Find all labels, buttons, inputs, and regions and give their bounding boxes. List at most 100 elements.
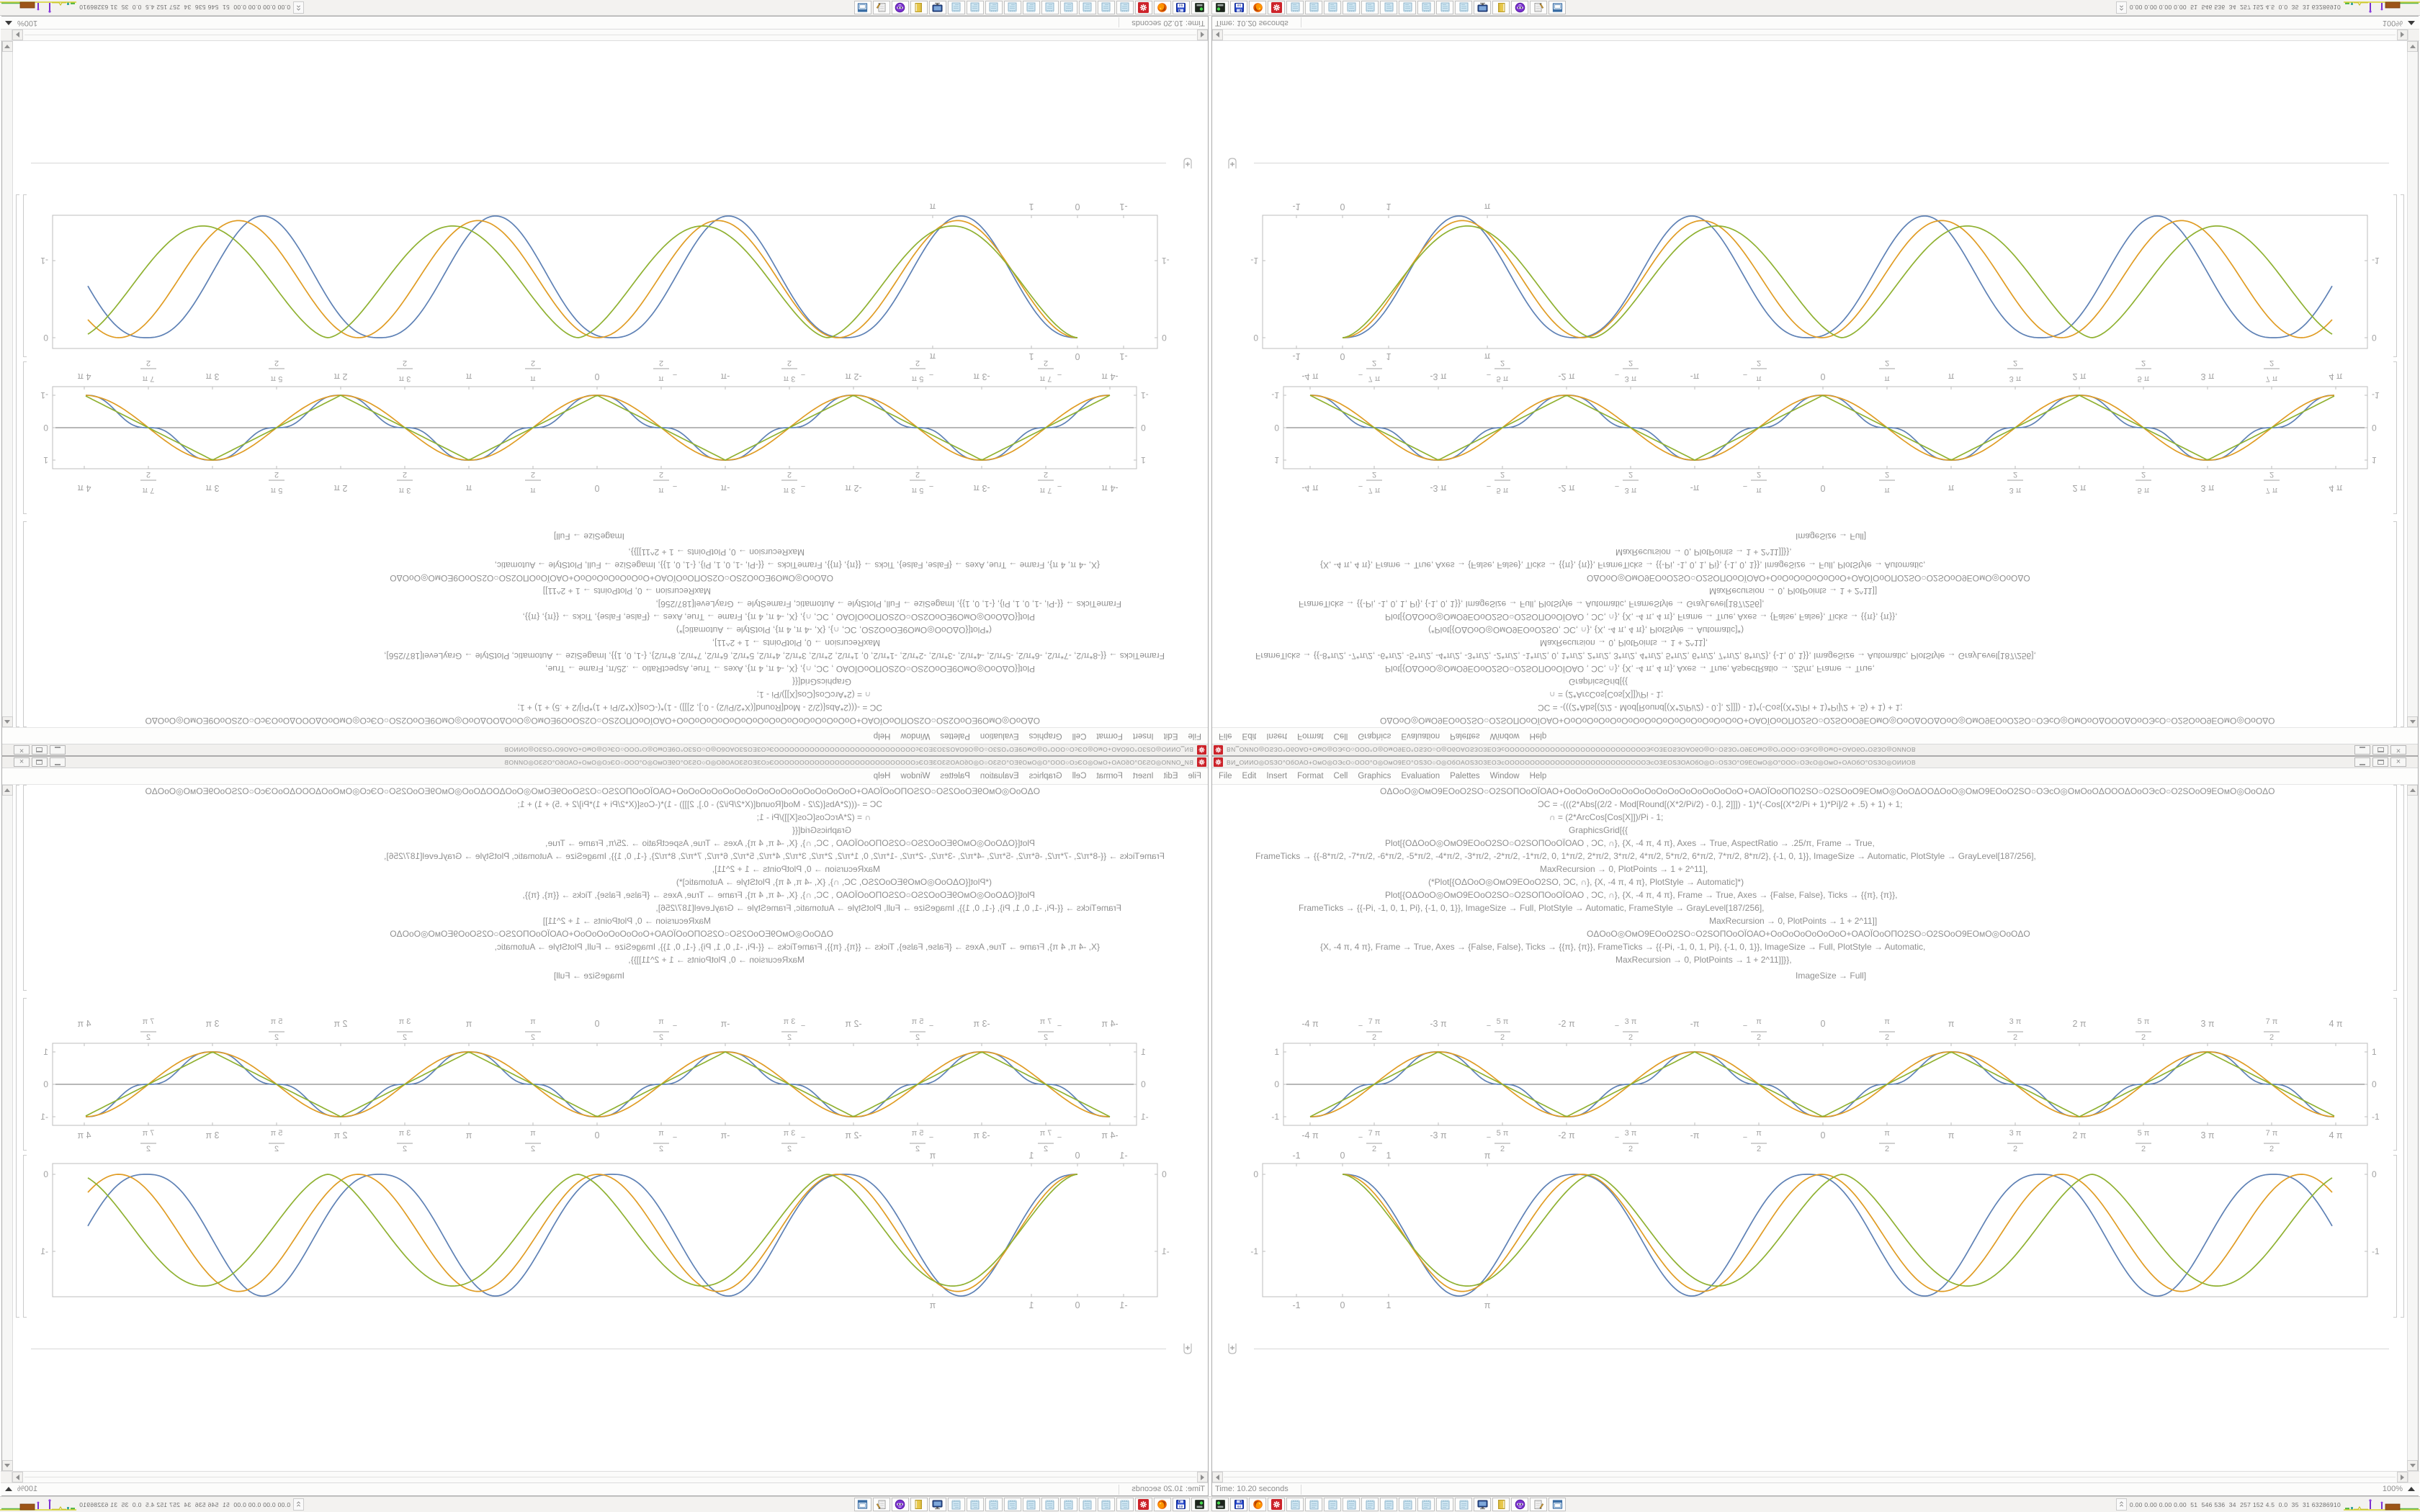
taskbar-button-monitor[interactable] <box>929 1498 946 1511</box>
close-button[interactable]: × <box>14 745 30 755</box>
menu-item-evaluation[interactable]: Evaluation <box>1401 772 1440 780</box>
taskbar-button-firefox[interactable] <box>1249 1 1266 14</box>
maximize-button[interactable] <box>2372 757 2388 767</box>
minimize-button[interactable] <box>50 745 66 755</box>
window-titlebar[interactable]: ВИ‗ОИИО◎ОЅЗО°ОбОАО+ОмО◎ОЭсО○ООО°О◎ОмО9ЕО… <box>1212 744 2418 755</box>
menu-item-insert[interactable]: Insert <box>1132 772 1154 780</box>
menu-item-format[interactable]: Format <box>1096 772 1123 780</box>
code-line-10[interactable]: FrameTicks → {{-Pi, -1, 0, 1, Pi}, {-1, … <box>655 599 1122 609</box>
menu-item-file[interactable]: File <box>1219 772 1232 780</box>
taskbar-button-notepad[interactable] <box>967 1498 984 1511</box>
taskbar-button-notepad[interactable] <box>1098 1498 1115 1511</box>
scroll-left-button[interactable] <box>1212 30 1223 40</box>
menu-item-insert[interactable]: Insert <box>1132 732 1154 740</box>
close-button[interactable]: × <box>14 757 30 767</box>
code-line-13[interactable]: {X, -4 π, 4 π}, Frame → True, Axes → {Fa… <box>1320 560 1926 570</box>
code-line-7[interactable]: MaxRecursion → 0, PlotPoints → 1 + 2^11]… <box>1540 638 1708 648</box>
close-button[interactable]: × <box>2390 757 2406 767</box>
code-line-13[interactable]: {X, -4 π, 4 π}, Frame → True, Axes → {Fa… <box>1320 942 1926 952</box>
scroll-up-button[interactable] <box>2 785 13 796</box>
magnification-control[interactable]: 100% <box>2383 19 2415 27</box>
menu-item-cell[interactable]: Cell <box>1333 772 1348 780</box>
taskbar-button-notepad[interactable] <box>1098 1 1115 14</box>
code-line-6[interactable]: FrameTicks → {{-8*π/2, -7*π/2, -6*π/2, -… <box>384 851 1165 861</box>
code-line-6[interactable]: FrameTicks → {{-8*π/2, -7*π/2, -6*π/2, -… <box>1255 651 2036 661</box>
code-line-4[interactable]: GraphicsGrid[{{ <box>792 825 851 835</box>
taskbar-button-notepad[interactable] <box>1417 1498 1435 1511</box>
cell-bracket[interactable] <box>2393 785 2397 991</box>
taskbar-button-notepad[interactable] <box>1324 1 1341 14</box>
taskbar-button-avatar[interactable] <box>1511 1498 1528 1511</box>
scroll-up-button[interactable] <box>2407 716 2418 727</box>
taskbar-button-windowapp[interactable] <box>1549 1498 1566 1511</box>
taskbar-button-redgear[interactable] <box>1268 1498 1285 1511</box>
taskbar-button-notepad[interactable] <box>1361 1 1379 14</box>
taskbar-button-notepad[interactable] <box>1286 1 1304 14</box>
taskbar-button-notepad[interactable] <box>1436 1498 1453 1511</box>
menu-item-edit[interactable]: Edit <box>1242 732 1257 740</box>
close-button[interactable]: × <box>2390 745 2406 755</box>
menu-item-graphics[interactable]: Graphics <box>1028 772 1062 780</box>
cell-bracket[interactable] <box>23 998 27 1151</box>
code-line-5[interactable]: Plot[{ОΔОоО◎ОмО9ЕОоО2ЅО○О2ЅОПОоОЇОАО , Ɔ… <box>545 664 1035 674</box>
scroll-up-button[interactable] <box>2407 785 2418 796</box>
menu-item-help[interactable]: Help <box>1529 772 1547 780</box>
system-monitor-graph[interactable] <box>2344 1498 2420 1512</box>
code-line-8[interactable]: (*Plot[{ОΔОоО◎ОмО9ЕОоО2ЅО, ƆC, ∩}, {X, -… <box>676 877 992 887</box>
taskbar-button-notepad[interactable] <box>1041 1498 1059 1511</box>
scroll-right-button[interactable] <box>2397 1472 2408 1482</box>
code-line-13[interactable]: {X, -4 π, 4 π}, Frame → True, Axes → {Fa… <box>494 942 1100 952</box>
code-line-7[interactable]: MaxRecursion → 0, PlotPoints → 1 + 2^11]… <box>1540 864 1708 874</box>
code-line-5[interactable]: Plot[{ОΔОоО◎ОмО9ЕОоО2ЅО○О2ЅОПОоОЇОАО , Ɔ… <box>545 838 1035 848</box>
code-line-15[interactable]: ImageSize → Full] <box>1796 971 1867 981</box>
scroll-up-button[interactable] <box>2 716 13 727</box>
code-line-12[interactable]: ОΔОоО◎ОмО9ЕОоО2ЅО○О2ЅОПОоОЇОАО+ОоОоОоОоО… <box>1587 573 2030 583</box>
menu-item-help[interactable]: Help <box>1529 732 1547 740</box>
code-line-5[interactable]: Plot[{ОΔОоО◎ОмО9ЕОоО2ЅО○О2ЅОПОоОЇОАО , Ɔ… <box>1385 838 1875 848</box>
code-line-8[interactable]: (*Plot[{ОΔОоО◎ОмО9ЕОоО2ЅО, ƆC, ∩}, {X, -… <box>676 625 992 635</box>
menu-item-graphics[interactable]: Graphics <box>1358 772 1392 780</box>
menu-item-window[interactable]: Window <box>900 732 931 740</box>
code-line-12[interactable]: ОΔОоО◎ОмО9ЕОоО2ЅО○О2ЅОПОоОЇОАО+ОоОоОоОоО… <box>390 573 833 583</box>
minimize-button[interactable] <box>2354 745 2370 755</box>
code-line-1[interactable]: ОΔОоО◎ОмО9ЕОоО2ЅО○О2ЅОПОоОЇОАО+ОоОоОоОоО… <box>1380 716 2275 726</box>
taskbar-button-notepad[interactable] <box>1305 1498 1322 1511</box>
cell-bracket[interactable] <box>23 194 27 357</box>
taskbar-button-notepad[interactable] <box>1060 1498 1077 1511</box>
menu-item-edit[interactable]: Edit <box>1163 732 1178 740</box>
taskbar-button-avatar[interactable] <box>1511 1 1528 14</box>
cell-bracket[interactable] <box>2393 998 2397 1151</box>
system-monitor-graph[interactable] <box>2344 1 2420 15</box>
taskbar-button-notepad[interactable] <box>1305 1 1322 14</box>
cell-group-bracket[interactable] <box>16 785 19 1318</box>
code-line-1[interactable]: ОΔОоО◎ОмО9ЕОоО2ЅО○О2ЅОПОоОЇОАО+ОоОоОоОоО… <box>1380 786 2275 796</box>
taskbar-button-notepad[interactable] <box>985 1498 1003 1511</box>
menu-item-file[interactable]: File <box>1188 772 1201 780</box>
code-line-9[interactable]: Plot[{ОΔОоО◎ОмО9ЕОоО2ЅО○О2ЅОПОоОЇОАО , Ɔ… <box>522 890 1035 900</box>
code-line-11[interactable]: MaxRecursion → 0, PlotPoints → 1 + 2^11]… <box>542 586 711 596</box>
scroll-right-button[interactable] <box>12 30 23 40</box>
minimize-button[interactable] <box>50 757 66 767</box>
menu-item-palettes[interactable]: Palettes <box>1450 772 1480 780</box>
taskbar-button-avatar[interactable] <box>892 1 909 14</box>
code-line-15[interactable]: ImageSize → Full] <box>553 971 624 981</box>
scroll-left-button[interactable] <box>1197 1472 1208 1482</box>
code-line-15[interactable]: ImageSize → Full] <box>1796 531 1867 541</box>
menu-item-help[interactable]: Help <box>873 772 891 780</box>
cell-bracket[interactable] <box>2393 521 2397 727</box>
taskbar-button-avatar[interactable] <box>892 1498 909 1511</box>
notebook-content[interactable]: ОΔОоО◎ОмО9ЕОоО2ЅО○О2ЅОПОоОЇОАО+ОоОоОоОоО… <box>12 41 1208 727</box>
taskbar-button-notepad[interactable] <box>1343 1498 1360 1511</box>
menu-item-window[interactable]: Window <box>1489 772 1520 780</box>
taskbar-button-folder[interactable] <box>910 1 928 14</box>
code-line-2[interactable]: ƆC = -(((2*Abs[(2/2 - Mod[Round[(X*2/Pi/… <box>1538 703 1903 713</box>
code-line-9[interactable]: Plot[{ОΔОоО◎ОмО9ЕОоО2ЅО○О2ЅОПОоОЇОАО , Ɔ… <box>1385 890 1898 900</box>
scroll-down-button[interactable] <box>2407 41 2418 52</box>
notebook-content[interactable]: ОΔОоО◎ОмО9ЕОоО2ЅО○О2ЅОПОоОЇОАО+ОоОоОоОоО… <box>1212 41 2408 727</box>
code-line-1[interactable]: ОΔОоО◎ОмО9ЕОоО2ЅО○О2ЅОПОоОЇОАО+ОоОоОоОоО… <box>145 716 1040 726</box>
code-line-2[interactable]: ƆC = -(((2*Abs[(2/2 - Mod[Round[(X*2/Pi/… <box>517 703 882 713</box>
scroll-right-button[interactable] <box>12 1472 23 1482</box>
tray-expand-icon[interactable] <box>293 1 305 14</box>
code-line-14[interactable]: MaxRecursion → 0, PlotPoints → 1 + 2^11]… <box>628 547 805 557</box>
taskbar-button-notepad[interactable] <box>1023 1498 1040 1511</box>
